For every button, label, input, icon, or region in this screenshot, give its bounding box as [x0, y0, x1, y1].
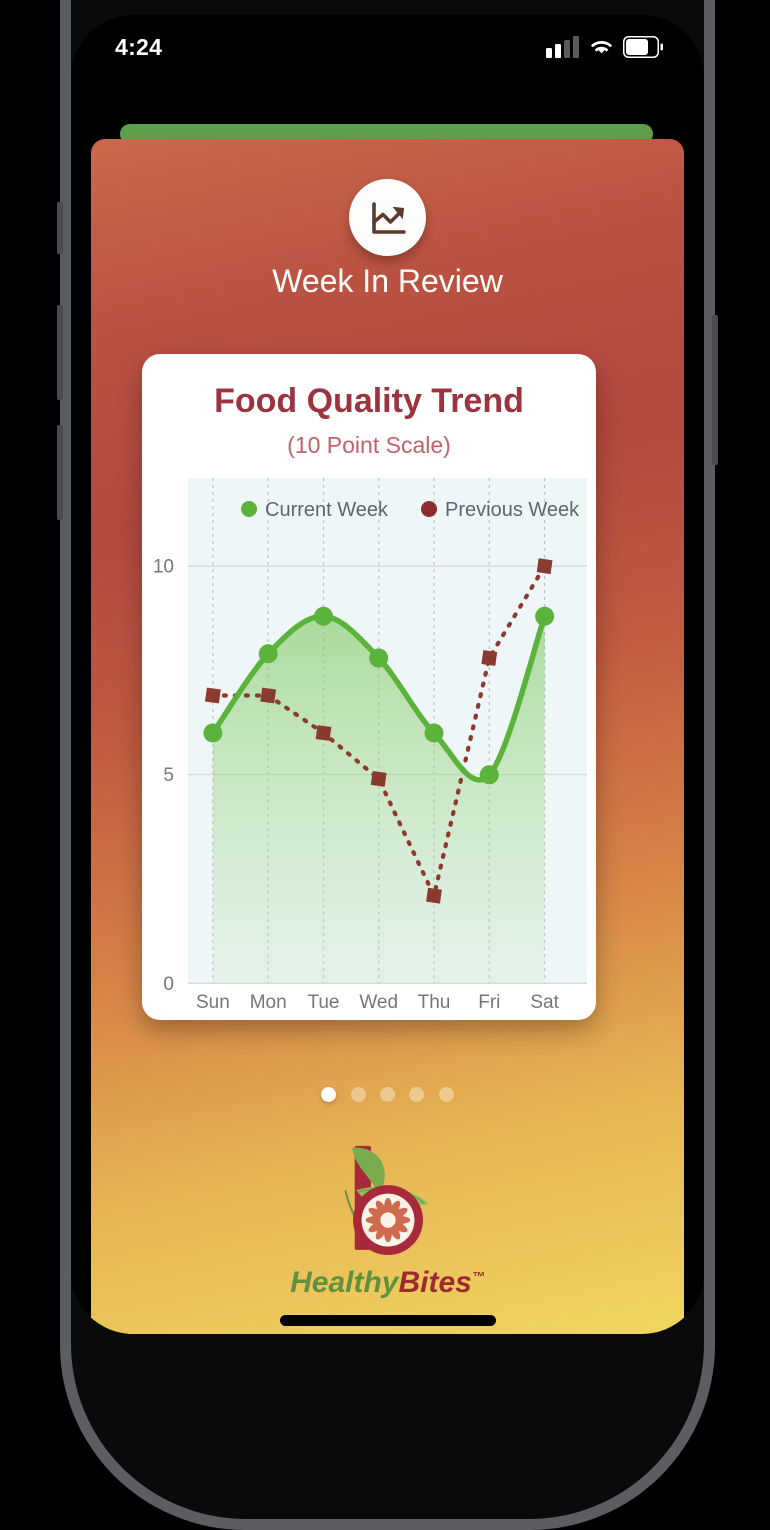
svg-text:5: 5: [163, 765, 174, 786]
svg-text:Wed: Wed: [359, 992, 398, 1013]
svg-text:Mon: Mon: [250, 992, 287, 1013]
svg-text:Current Week: Current Week: [265, 499, 389, 521]
svg-text:Tue: Tue: [307, 992, 339, 1013]
svg-text:0: 0: [163, 974, 174, 995]
svg-text:Sat: Sat: [530, 992, 559, 1013]
svg-text:Thu: Thu: [418, 992, 451, 1013]
svg-text:Previous Week: Previous Week: [445, 499, 580, 521]
svg-text:10: 10: [153, 557, 174, 578]
svg-text:Sun: Sun: [196, 992, 230, 1013]
svg-text:Fri: Fri: [478, 992, 500, 1013]
